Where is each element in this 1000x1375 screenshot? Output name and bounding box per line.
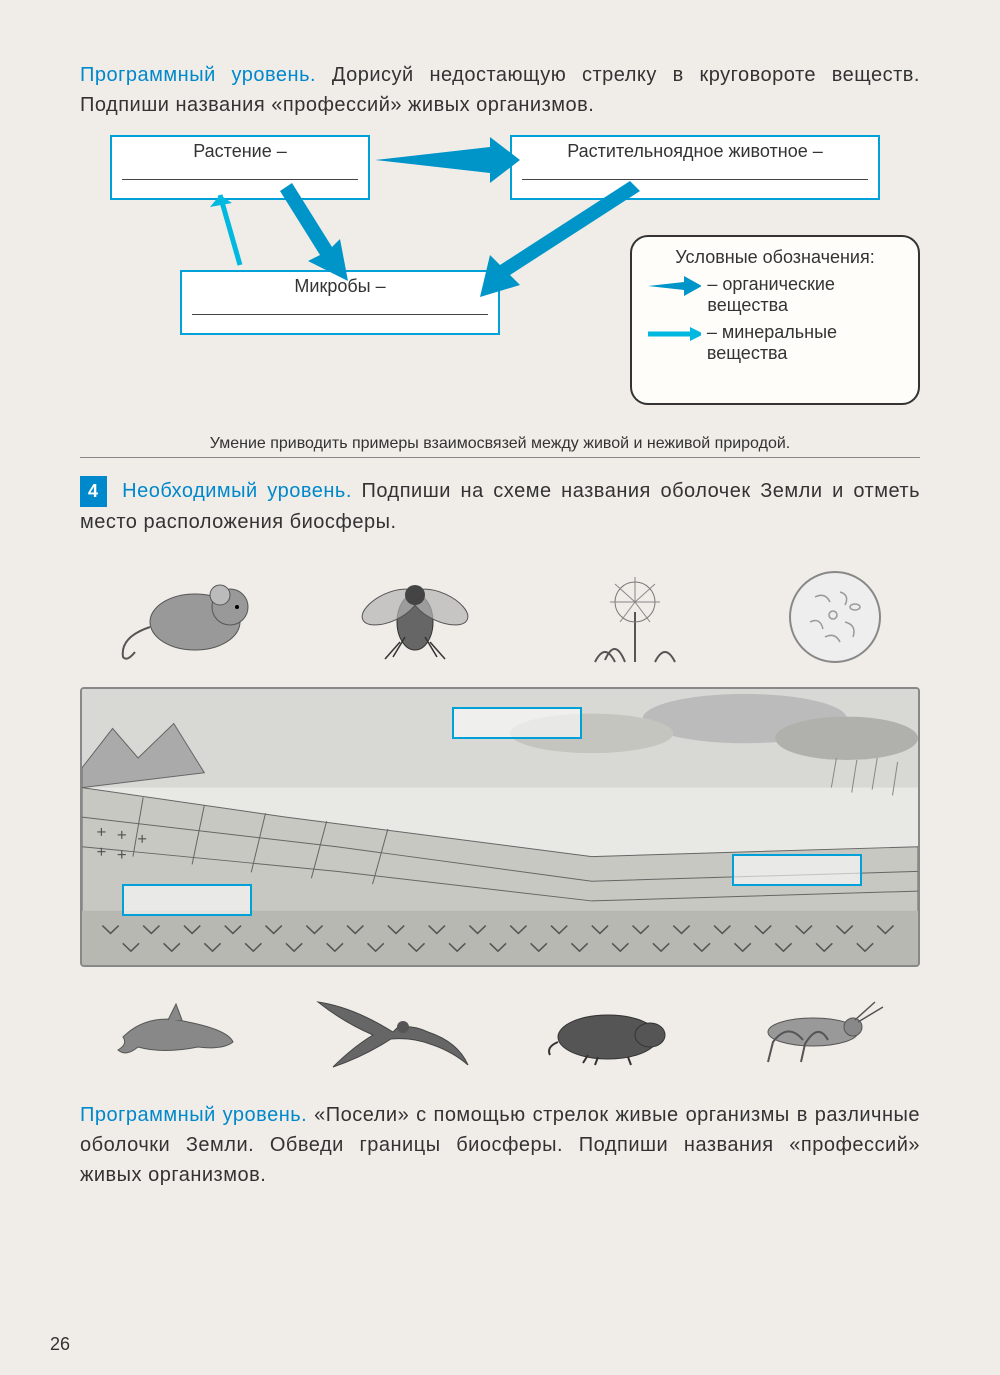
organisms-top <box>80 557 920 677</box>
level-label: Программный уровень. <box>80 64 316 86</box>
legend-box: Условные обозначения: – органические вещ… <box>630 235 920 405</box>
legend-arrow-thin <box>646 322 701 346</box>
legend-title: Условные обозначения: <box>646 247 904 268</box>
label-atmosphere[interactable] <box>452 707 582 739</box>
blank-line[interactable] <box>192 299 488 315</box>
legend-row-1: – органические вещества <box>646 274 904 316</box>
organisms-bottom <box>80 982 920 1082</box>
bird-icon <box>303 987 483 1077</box>
legend-item-1: – органические вещества <box>707 274 904 316</box>
blank-line[interactable] <box>122 164 358 180</box>
arrow-thick-1 <box>375 137 520 183</box>
legend-item-2: – минеральные вещества <box>707 322 904 364</box>
blank-line[interactable] <box>522 164 868 180</box>
label-hydrosphere[interactable] <box>732 854 862 886</box>
dolphin-icon <box>108 992 248 1072</box>
node-microbes[interactable]: Микробы – <box>180 270 500 335</box>
cycle-diagram: Растение – Растительноядное животное – М… <box>80 135 920 415</box>
mouse-icon <box>115 567 275 667</box>
dandelion-icon <box>555 562 715 672</box>
earth-layers-diagram[interactable] <box>80 687 920 967</box>
mole-icon <box>538 997 678 1067</box>
task4-text: 4 Необходимый уровень. Подпиши на схеме … <box>80 476 920 537</box>
skill-text: Умение приводить примеры взаимосвязей ме… <box>80 435 920 458</box>
legend-row-2: – минеральные вещества <box>646 322 904 364</box>
task4-block: 4 Необходимый уровень. Подпиши на схеме … <box>80 476 920 537</box>
node-plant-label: Растение – <box>193 141 287 161</box>
grasshopper-icon <box>733 992 893 1072</box>
task-number: 4 <box>80 476 107 507</box>
level-label: Программный уровень. <box>80 1104 307 1126</box>
task1-text: Программный уровень. Дорисуй недостающую… <box>80 60 920 120</box>
level-label: Необходимый уровень. <box>122 480 352 502</box>
task5-text: Программный уровень. «Посели» с помощью … <box>80 1100 920 1190</box>
fly-icon <box>345 567 485 667</box>
node-microbes-label: Микробы – <box>294 276 385 296</box>
node-herbivore[interactable]: Растительноядное животное – <box>510 135 880 200</box>
legend-arrow-thick <box>646 274 701 298</box>
microbes-icon <box>785 567 885 667</box>
page-number: 26 <box>50 1334 70 1355</box>
label-lithosphere[interactable] <box>122 884 252 916</box>
arrow-thin <box>220 195 240 265</box>
node-herbivore-label: Растительноядное животное – <box>567 141 823 161</box>
node-plant[interactable]: Растение – <box>110 135 370 200</box>
